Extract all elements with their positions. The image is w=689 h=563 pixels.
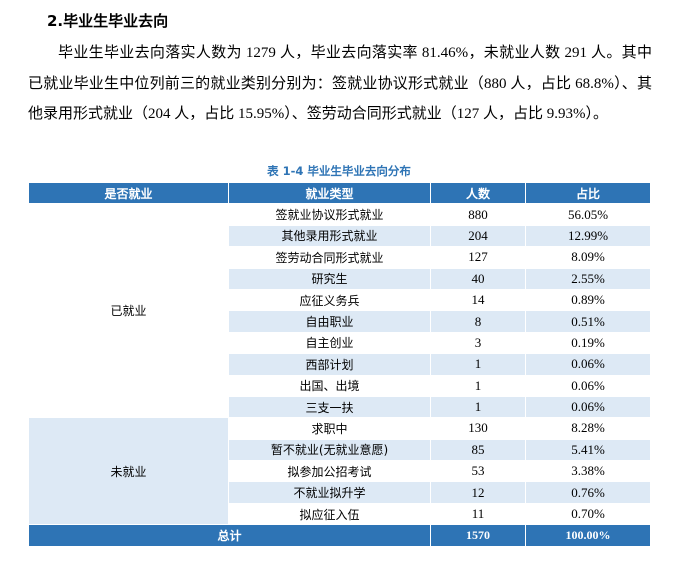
- header-row: 是否就业 就业类型 人数 占比: [28, 181, 651, 205]
- cell: 56.05%: [525, 203, 651, 226]
- cell: 0.19%: [525, 331, 651, 355]
- group-cell: 未就业: [28, 417, 229, 526]
- cell: 0.89%: [525, 288, 651, 312]
- cell: 14: [430, 288, 526, 312]
- table-row: 应征义务兵 14 0.89%: [29, 288, 651, 312]
- cell: 0.06%: [525, 395, 651, 419]
- cell: 暂不就业(无就业意愿): [228, 438, 431, 462]
- cell: 40: [430, 267, 526, 290]
- cell: 其他录用形式就业: [228, 224, 431, 248]
- cell: 自由职业: [228, 310, 431, 333]
- cell: 西部计划: [228, 353, 431, 376]
- table-row: 自由职业 8 0.51%: [29, 310, 651, 333]
- cell: 8.09%: [525, 246, 651, 269]
- table-row: 研究生 40 2.55%: [29, 267, 651, 290]
- table-row: 暂不就业(无就业意愿) 85 5.41%: [29, 438, 651, 462]
- table: 是否就业 就业类型 人数 占比 已就业 签就业协议形式就业 880 56.05% 其他录用形式…: [28, 181, 651, 547]
- cell: 签就业协议形式就业: [228, 203, 431, 226]
- cell: 85: [430, 438, 526, 462]
- cell: 研究生: [228, 267, 431, 290]
- total-cell: 总计: [28, 524, 431, 547]
- total-row: 总计 1570 100.00%: [28, 524, 651, 547]
- total-cell: 100.00%: [525, 524, 651, 547]
- cell: 53: [430, 460, 526, 483]
- cell: 1: [430, 395, 526, 419]
- table-row: 拟应征入伍 11 0.70%: [29, 502, 651, 526]
- cell: 8: [430, 310, 526, 333]
- cell: 204: [430, 224, 526, 248]
- cell: 8.28%: [525, 417, 651, 440]
- cell: 3: [430, 331, 526, 355]
- cell: 签劳动合同形式就业: [228, 246, 431, 269]
- cell: 出国、出境: [228, 374, 431, 397]
- cell: 不就业拟升学: [228, 481, 431, 504]
- cell: 0.70%: [525, 502, 651, 526]
- table-row: 自主创业 3 0.19%: [29, 331, 651, 355]
- table-row: 其他录用形式就业 204 12.99%: [29, 224, 651, 248]
- cell: 2.55%: [525, 267, 651, 290]
- cell: 127: [430, 246, 526, 269]
- header-cell: 是否就业: [28, 181, 229, 205]
- cell: 自主创业: [228, 331, 431, 355]
- cell: 5.41%: [525, 438, 651, 462]
- table-row: 不就业拟升学 12 0.76%: [29, 481, 651, 504]
- cell: 880: [430, 203, 526, 226]
- cell: 应征义务兵: [228, 288, 431, 312]
- cell: 0.76%: [525, 481, 651, 504]
- cell: 求职中: [228, 417, 431, 440]
- cell: 12.99%: [525, 224, 651, 248]
- cell: 130: [430, 417, 526, 440]
- total-cell: 1570: [430, 524, 526, 547]
- cell: 0.06%: [525, 353, 651, 376]
- cell: 三支一扶: [228, 395, 431, 419]
- cell: 11: [430, 502, 526, 526]
- header-cell: 人数: [430, 181, 526, 205]
- table-caption: 表 1-4 毕业生毕业去向分布: [267, 164, 411, 178]
- cell: 拟应征入伍: [228, 502, 431, 526]
- cell: 0.51%: [525, 310, 651, 333]
- table-row: 三支一扶 1 0.06%: [29, 395, 651, 419]
- cell: 12: [430, 481, 526, 504]
- table-row: 已就业 签就业协议形式就业 880 56.05%: [28, 203, 651, 419]
- cell: 1: [430, 374, 526, 397]
- heading: 2.毕业生毕业去向: [47, 12, 169, 30]
- table-row: 拟参加公招考试 53 3.38%: [29, 460, 651, 483]
- cell: 拟参加公招考试: [228, 460, 431, 483]
- cell: 3.38%: [525, 460, 651, 483]
- table-row: 西部计划 1 0.06%: [29, 353, 651, 376]
- cell: 0.06%: [525, 374, 651, 397]
- header-cell: 占比: [525, 181, 651, 205]
- group-cell: 已就业: [28, 203, 229, 419]
- header-cell: 就业类型: [228, 181, 431, 205]
- cell: 1: [430, 353, 526, 376]
- paragraph: 毕业生毕业去向落实人数为 1279 人，毕业去向落实率 81.46%，未就业人数…: [28, 45, 652, 122]
- table-row: 未就业 求职中 130 8.28%: [28, 417, 651, 526]
